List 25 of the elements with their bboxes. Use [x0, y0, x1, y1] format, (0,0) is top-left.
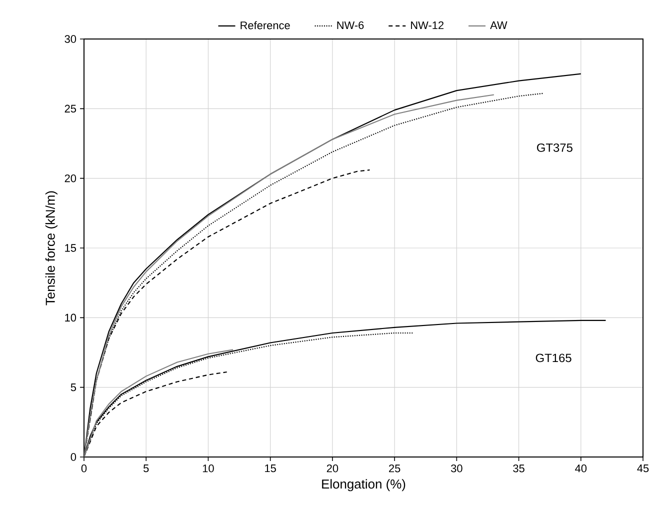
legend-label: NW-12 [411, 21, 444, 30]
y-tick-label: 10 [65, 314, 76, 322]
x-tick-label: 45 [637, 464, 649, 472]
legend-label: AW [490, 21, 508, 29]
x-tick-label: 0 [81, 464, 87, 472]
x-tick-label: 5 [144, 464, 149, 472]
y-tick-label: 20 [64, 174, 76, 182]
y-tick-label: 5 [70, 384, 76, 392]
x-tick-label: 25 [389, 464, 400, 472]
y-tick-label: 30 [64, 35, 76, 43]
y-tick-label: 0 [70, 453, 76, 461]
x-tick-label: 30 [450, 464, 462, 472]
y-tick-label: 25 [64, 104, 76, 113]
x-axis-title: Elongation (%) [322, 479, 406, 492]
y-tick-label: 15 [65, 244, 76, 252]
annotation: GT375 [537, 143, 572, 152]
legend-label: Reference [240, 21, 290, 30]
y-axis-title: Tensile force (kN/m) [45, 191, 58, 306]
x-tick-label: 35 [513, 464, 524, 472]
legend-label: NW-6 [337, 21, 364, 30]
x-tick-label: 15 [265, 464, 276, 472]
x-tick-label: 40 [575, 464, 587, 472]
x-tick-label: 20 [326, 464, 338, 472]
annotation: GT165 [536, 354, 572, 362]
x-tick-label: 10 [202, 464, 214, 472]
